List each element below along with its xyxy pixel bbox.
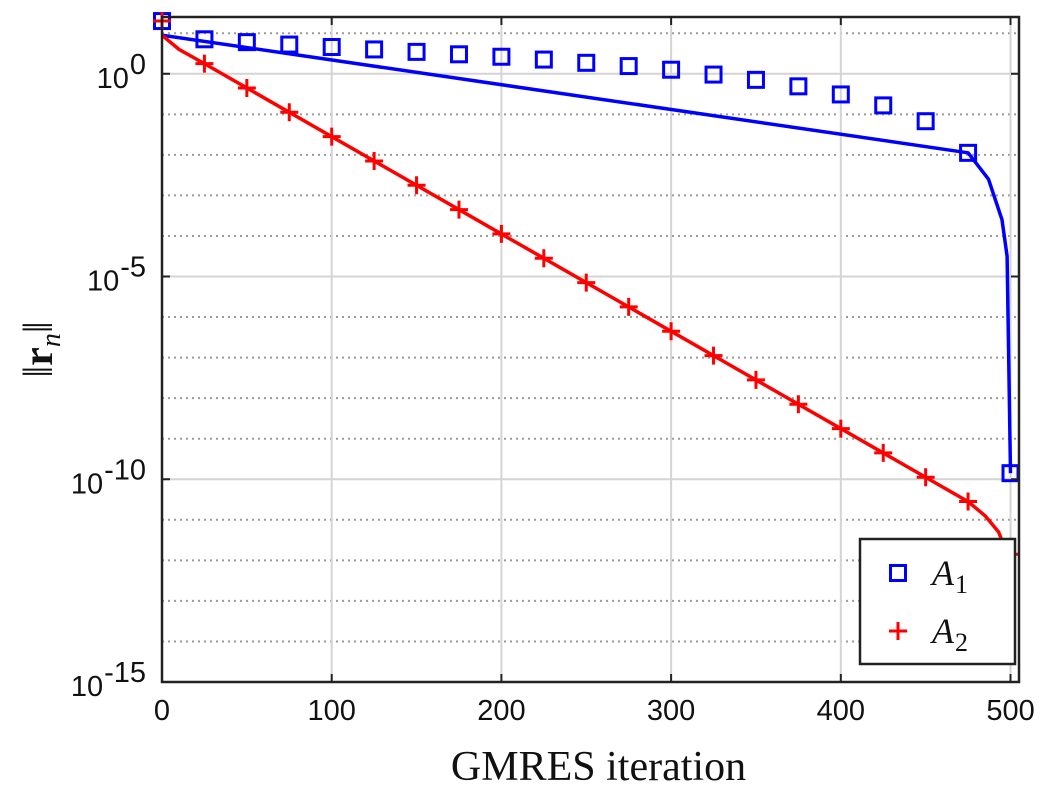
marker-layer xyxy=(153,12,1020,564)
data-point-square xyxy=(916,112,935,131)
x-tick-label: 400 xyxy=(817,695,865,727)
y-axis-title-text: ‖rn‖ xyxy=(16,321,67,377)
data-point-plus xyxy=(619,297,638,316)
legend-label-name: A xyxy=(930,553,955,593)
norm-subscript: n xyxy=(36,333,67,347)
data-point-square xyxy=(577,53,596,72)
legend-box xyxy=(858,537,1017,666)
y-axis-title: ‖rn‖ xyxy=(16,321,67,377)
y-tick-label-base: 10 xyxy=(87,266,119,298)
grid xyxy=(161,17,1019,683)
plot-frame xyxy=(160,15,1021,684)
data-point-plus xyxy=(831,419,850,438)
data-point-plus xyxy=(280,103,299,122)
legend-marker-plus xyxy=(889,622,907,640)
data-point-square xyxy=(195,30,214,49)
data-point-plus xyxy=(662,322,681,341)
data-point-plus xyxy=(959,492,978,511)
data-point-square xyxy=(407,42,426,61)
x-tick-label: 0 xyxy=(154,695,170,727)
norm-bar-left: ‖ xyxy=(16,366,62,378)
y-tick-label-base: 10 xyxy=(97,63,129,95)
legend-label: A1 xyxy=(930,553,968,599)
data-point-square xyxy=(280,35,299,54)
legend-label: A2 xyxy=(930,611,968,657)
data-point-plus xyxy=(746,370,765,389)
data-point-plus xyxy=(577,273,596,292)
data-point-plus xyxy=(704,346,723,365)
data-point-square xyxy=(959,143,978,162)
data-point-plus xyxy=(789,395,808,414)
x-tick-label: 100 xyxy=(308,695,356,727)
data-point-plus xyxy=(874,443,893,462)
y-tick-label-exponent: -15 xyxy=(104,657,146,689)
data-point-plus xyxy=(237,78,256,97)
data-point-square xyxy=(365,40,384,59)
x-tick-label: 200 xyxy=(477,695,525,727)
legend-marker-square xyxy=(889,564,907,582)
y-tick-label-exponent: -10 xyxy=(104,454,146,486)
legend-label-name: A xyxy=(930,611,955,651)
data-point-square xyxy=(746,70,765,89)
data-point-square xyxy=(662,60,681,79)
data-point-plus xyxy=(195,54,214,73)
data-point-plus xyxy=(449,200,468,219)
data-point-plus xyxy=(916,468,935,487)
data-point-square xyxy=(704,65,723,84)
y-tick-label-base: 10 xyxy=(71,671,103,703)
data-point-plus xyxy=(322,127,341,146)
y-tick-label-exponent: 0 xyxy=(130,49,146,81)
data-point-square xyxy=(237,33,256,52)
data-point-plus xyxy=(534,249,553,268)
data-point-square xyxy=(874,96,893,115)
data-point-plus xyxy=(365,151,384,170)
legend-label-subscript: 2 xyxy=(955,628,968,657)
norm-r: r xyxy=(16,347,62,366)
legend-label-subscript: 1 xyxy=(955,570,968,599)
series-line-1 xyxy=(162,33,1013,474)
data-point-square xyxy=(322,38,341,57)
data-point-square xyxy=(492,47,511,66)
norm-bar-right: ‖ xyxy=(16,321,62,333)
data-point-square xyxy=(831,85,850,104)
data-point-plus xyxy=(407,176,426,195)
data-point-square xyxy=(789,77,808,96)
y-tick-label-base: 10 xyxy=(71,468,103,500)
data-point-square xyxy=(619,57,638,76)
data-point-plus xyxy=(492,224,511,243)
x-tick-label: 300 xyxy=(647,695,695,727)
y-tick-label-exponent: -5 xyxy=(120,252,146,284)
data-point-square xyxy=(534,50,553,69)
data-point-square xyxy=(449,45,468,64)
x-tick-label: 500 xyxy=(986,695,1034,727)
x-axis-title: GMRES iteration xyxy=(451,744,746,790)
